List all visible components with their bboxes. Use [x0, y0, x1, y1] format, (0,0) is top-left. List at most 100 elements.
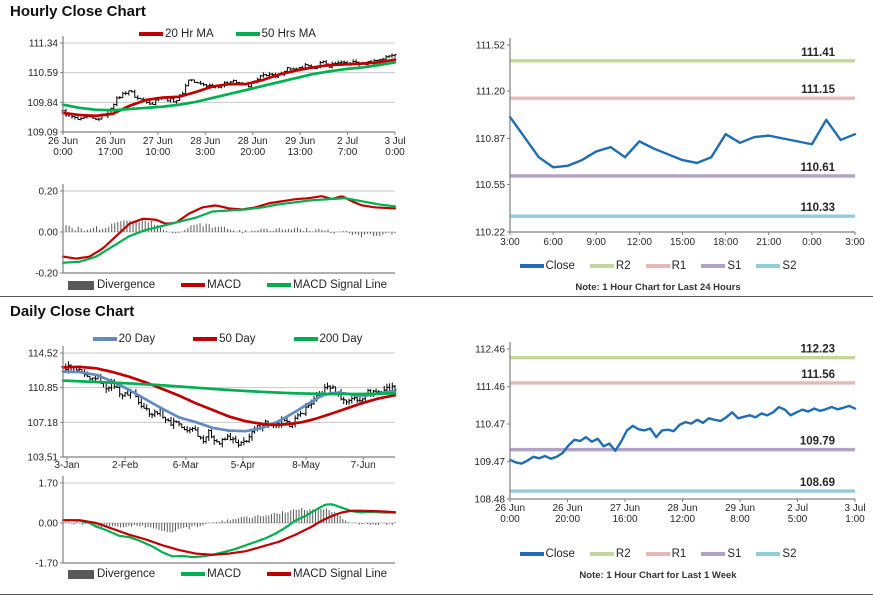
legend-label: 200 Day: [319, 333, 363, 345]
line-swatch: [235, 32, 260, 36]
x-tick-label: 26 Jun: [95, 136, 125, 147]
line-swatch: [193, 337, 218, 341]
y-tick-label: 1.70: [39, 479, 59, 490]
x-tick-label: 20:00: [240, 147, 265, 158]
daily-macd-chart: 1.70 0.00 -1.70: [35, 476, 397, 570]
x-tick-label: 29 Jun: [285, 136, 315, 147]
x-tick-label: 20:00: [555, 514, 580, 525]
hourly-price-legend: 20 Hr MA 50 Hrs MA: [20, 28, 435, 40]
level-label-r2: 112.23: [800, 344, 835, 356]
x-tick-label: 26 Jun: [495, 503, 525, 514]
x-tick-label: 15:00: [670, 237, 695, 248]
hourly-sr-note: Note: 1 Hour Chart for Last 24 Hours: [575, 282, 741, 293]
legend-item: S2: [756, 548, 796, 560]
legend-label: Close: [545, 548, 575, 560]
line-swatch: [139, 32, 164, 36]
legend-label: Divergence: [96, 568, 156, 580]
daily-macd-legend: Divergence MACD MACD Signal Line: [20, 568, 435, 580]
x-tick-label: 29 Jun: [725, 503, 755, 514]
legend-item: 50 Hrs MA: [235, 28, 316, 40]
x-tick-label: 7-Jun: [351, 460, 376, 471]
y-tick-label: 111.46: [476, 382, 506, 393]
legend-item: MACD Signal Line: [267, 568, 387, 580]
x-tick-label: 6:00: [543, 237, 563, 248]
hourly-sr-chart: 111.41 111.15 110.61 110.33 111.52 111.20 110.…: [475, 38, 865, 248]
legend-label: MACD: [207, 279, 242, 291]
legend-label: R1: [671, 260, 687, 272]
level-label-r1: 111.56: [801, 369, 835, 381]
legend-item: Divergence: [67, 279, 156, 291]
y-tick-label: -0.20: [35, 269, 58, 280]
legend-item: S1: [701, 548, 741, 560]
y-tick-label: 110.59: [28, 68, 58, 79]
y-tick-label: 109.09: [27, 128, 58, 139]
x-tick-label: 5-Apr: [231, 460, 256, 471]
x-tick-label: 3 Jul: [844, 503, 865, 514]
legend-item: MACD: [181, 279, 241, 291]
y-tick-label: 108.48: [474, 495, 505, 506]
x-tick-label: 12:00: [627, 237, 652, 248]
hourly-sr-legend: Close R2 R1 S1 S2: [445, 260, 871, 272]
level-label-s1: 109.79: [800, 436, 835, 448]
legend-label: S1: [727, 260, 742, 272]
x-tick-label: 3:00: [500, 237, 520, 248]
y-tick-label: 103.51: [27, 453, 58, 464]
legend-label: 20 Day: [118, 333, 156, 345]
x-tick-label: 3:00: [845, 237, 865, 248]
bar-swatch: [67, 569, 94, 579]
y-tick-label: -1.70: [35, 559, 58, 570]
legend-label: S2: [782, 260, 797, 272]
legend-label: R2: [615, 260, 631, 272]
legend-label: Divergence: [96, 279, 156, 291]
x-tick-label: 12:00: [670, 514, 695, 525]
y-tick-label: 0.00: [39, 228, 59, 239]
hourly-macd-chart: 0.20 0.00 -0.20: [35, 184, 397, 280]
legend-item: 20 Hr MA: [139, 28, 214, 40]
x-tick-label: 27 Jun: [610, 503, 640, 514]
line-swatch: [181, 572, 206, 576]
y-tick-label: 109.84: [27, 98, 58, 109]
line-swatch: [589, 552, 614, 556]
x-tick-label: 2 Jul: [337, 136, 358, 147]
level-label-s2: 110.33: [800, 202, 835, 214]
bar-swatch: [67, 280, 94, 290]
hourly-section-title: Hourly Close Chart: [10, 3, 146, 20]
legend-item: MACD: [181, 568, 241, 580]
legend-label: MACD Signal Line: [293, 279, 387, 291]
y-tick-label: 110.87: [475, 134, 505, 145]
line-swatch: [701, 552, 726, 556]
legend-item: Divergence: [67, 568, 156, 580]
section-divider: [0, 296, 873, 297]
x-tick-label: 2-Feb: [112, 460, 139, 471]
x-tick-label: 0:00: [385, 147, 405, 158]
x-tick-label: 8-May: [292, 460, 320, 471]
x-tick-label: 6-Mar: [173, 460, 200, 471]
y-tick-label: 111.34: [29, 39, 59, 50]
legend-item: 50 Day: [193, 333, 256, 345]
line-swatch: [645, 552, 670, 556]
line-swatch: [92, 337, 117, 341]
y-tick-label: 109.47: [474, 457, 505, 468]
level-label-s1: 110.61: [800, 162, 835, 174]
x-tick-label: 0:00: [500, 514, 520, 525]
x-tick-label: 9:00: [587, 237, 607, 248]
y-tick-label: 111.52: [476, 41, 506, 52]
legend-label: 20 Hr MA: [165, 28, 214, 40]
x-tick-label: 8:00: [730, 514, 750, 525]
daily-sr-legend: Close R2 R1 S1 S2: [445, 548, 871, 560]
x-tick-label: 10:00: [145, 147, 170, 158]
x-tick-label: 5:00: [788, 514, 808, 525]
y-tick-label: 110.55: [475, 180, 505, 191]
legend-item: Close: [519, 260, 575, 272]
legend-item: R1: [645, 260, 687, 272]
daily-sr-note: Note: 1 Hour Chart for Last 1 Week: [579, 570, 737, 581]
legend-item: R2: [589, 548, 631, 560]
y-tick-label: 110.22: [475, 228, 505, 239]
x-tick-label: 21:00: [756, 237, 781, 248]
x-tick-label: 17:00: [98, 147, 123, 158]
page-bottom-divider: [0, 594, 873, 595]
legend-item: R2: [589, 260, 631, 272]
legend-label: MACD: [207, 568, 242, 580]
line-swatch: [701, 264, 726, 268]
